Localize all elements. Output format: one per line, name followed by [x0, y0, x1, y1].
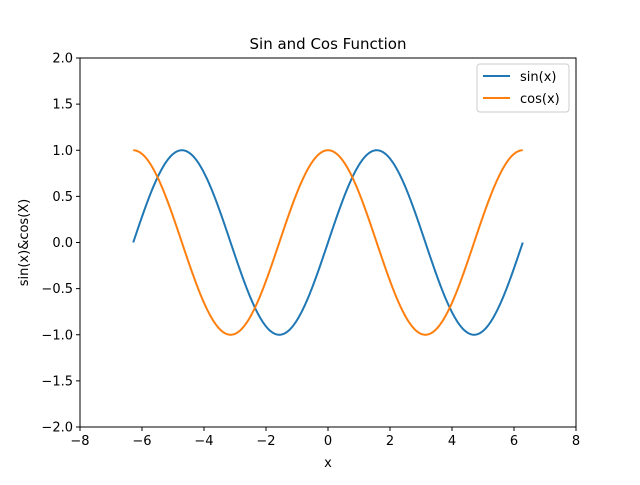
y-tick-label: 1.0	[52, 144, 73, 159]
x-tick-label: 4	[448, 434, 456, 449]
plot-area-frame	[79, 57, 577, 428]
y-axis-label: sin(x)&cos(X)	[17, 199, 32, 287]
y-tick-label: −0.5	[41, 282, 73, 297]
x-tick-label: 0	[324, 434, 332, 449]
series-line-cos	[133, 149, 523, 336]
legend-label-cos: cos(x)	[520, 92, 560, 107]
chart-title: Sin and Cos Function	[250, 35, 407, 53]
x-tick-label: 2	[386, 434, 394, 449]
y-tick-label: 0.0	[52, 236, 73, 251]
x-axis-ticks: −8 −6 −4 −2 0 2 4 6 8	[70, 427, 580, 449]
plot-lines	[132, 149, 524, 336]
y-tick-label: −2.0	[41, 421, 73, 436]
legend: sin(x) cos(x)	[476, 63, 570, 113]
x-axis-label: x	[324, 456, 332, 471]
y-tick-label: −1.5	[41, 374, 73, 389]
x-tick-label: −6	[132, 434, 151, 449]
y-tick-label: 0.5	[52, 190, 73, 205]
y-axis-ticks: −2.0 −1.5 −1.0 −0.5 0.0 0.5 1.0 1.5 2.0	[41, 52, 80, 436]
x-tick-label: −8	[70, 434, 89, 449]
x-tick-label: −2	[256, 434, 275, 449]
x-tick-label: 6	[510, 434, 518, 449]
y-tick-label: 2.0	[52, 52, 73, 67]
series-line-sin	[132, 149, 524, 336]
y-tick-label: −1.0	[41, 328, 73, 343]
x-tick-label: 8	[572, 434, 580, 449]
x-tick-label: −4	[194, 434, 213, 449]
legend-label-sin: sin(x)	[520, 70, 556, 85]
y-tick-label: 1.5	[52, 98, 73, 113]
